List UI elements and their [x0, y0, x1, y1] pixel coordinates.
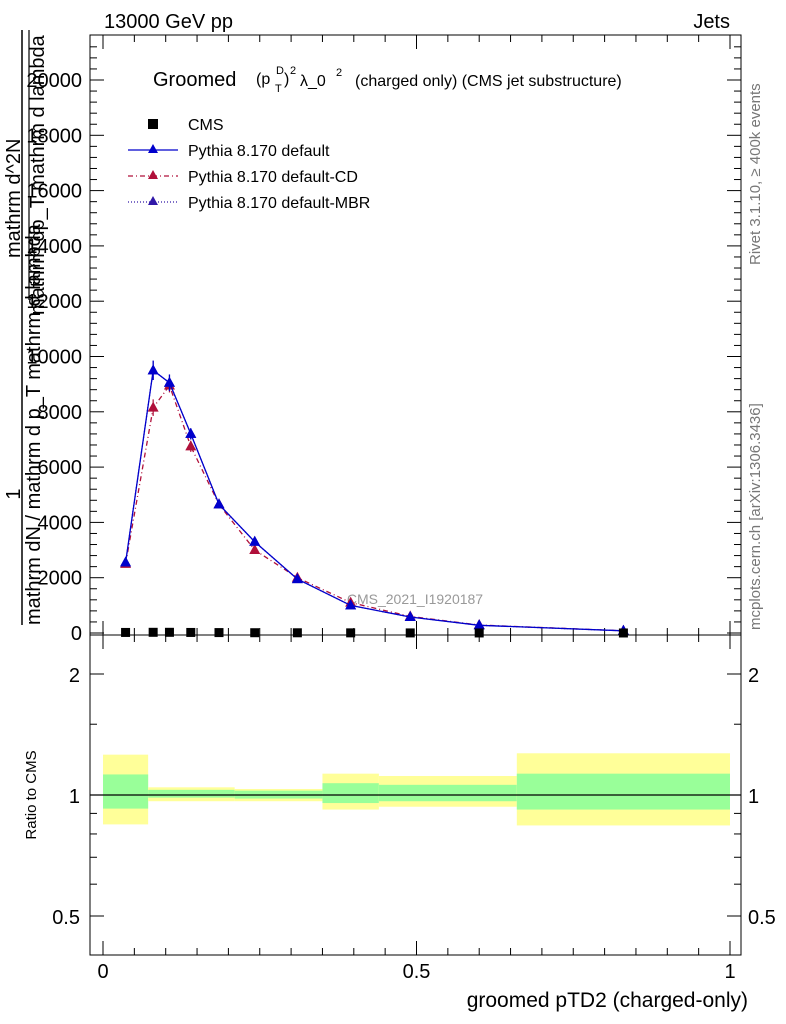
ratio-y-tick-label-right: 1: [748, 786, 759, 808]
x-axis-label: groomed pTD2 (charged-only): [467, 989, 748, 1012]
main-y-tick-label: 14000: [26, 236, 82, 258]
main-y-tick-label: 2000: [38, 568, 83, 590]
main-y-tick-label: 12000: [26, 291, 82, 313]
cms-data-point: [148, 627, 158, 637]
main-y-ticks: 0 2000 4000 6000 8000 10000 12000 14000 16000 180…: [26, 46, 741, 645]
ratio-y-tick-label-right: 0.5: [748, 907, 776, 929]
cms-data-point: [292, 628, 302, 638]
rivet-label: Rivet 3.1.10, ≥ 400k events: [747, 83, 764, 265]
title-pt-close: ): [284, 71, 289, 88]
title-lambda: λ_0: [300, 73, 326, 90]
ratio-band-inner: [516, 773, 730, 810]
ratio-y-tick-label-left: 1: [69, 786, 80, 808]
ratio-band-inner: [378, 784, 517, 802]
cms-data-point: [346, 628, 356, 638]
pythia-8-170-default-marker: [473, 619, 485, 630]
ratio-panel: 0.5 0.51 12 2 0 0.5 1 Ratio to CMS groomed pT…: [23, 634, 776, 1012]
pythia-8-170-default-cd-marker: [249, 544, 261, 555]
x-tick-label: 0: [97, 961, 108, 983]
legend-mbr: Pythia 8.170 default-MBR: [188, 195, 370, 212]
main-y-tick-label: 20000: [26, 70, 82, 92]
legend: CMS Pythia 8.170 default Pythia 8.170 de…: [128, 117, 370, 212]
pythia-8-170-default-marker: [213, 498, 225, 509]
ratio-band-inner: [322, 783, 379, 804]
title-pt-sub: T: [275, 83, 282, 95]
cms-data-point: [164, 627, 174, 637]
main-y-tick-label: 18000: [26, 125, 82, 147]
ylabel-one: 1: [3, 488, 25, 499]
ratio-y-tick-label-left: 2: [69, 665, 80, 687]
main-y-tick-label: 10000: [26, 347, 82, 369]
title-pt-sup: D: [276, 65, 284, 77]
title-pt-open: (p: [256, 71, 270, 88]
pythia-8-170-default-marker: [249, 535, 261, 546]
x-tick-label: 0.5: [403, 961, 431, 983]
pythia-8-170-default-cd-marker: [185, 440, 197, 451]
x-tick-label: 1: [724, 961, 735, 983]
mcplots-label: mcplots.cern.ch [arXiv:1306.3436]: [747, 403, 764, 630]
title-groomed: Groomed: [153, 69, 236, 91]
main-y-tick-label: 4000: [38, 512, 83, 534]
ratio-x-ticks: 0 0.5 1: [97, 635, 736, 983]
pythia-8-170-default-cd-marker: [147, 401, 159, 412]
main-y-tick-label: 0: [71, 623, 82, 645]
cms-data-point: [214, 628, 224, 638]
legend-marker-mbr: [148, 196, 158, 205]
plot-title: Groomed (p D T ) 2 λ_0 2 (charged only) …: [153, 65, 622, 95]
legend-cms: CMS: [188, 117, 224, 134]
main-series: [120, 360, 629, 638]
header-jets: Jets: [693, 11, 730, 33]
cms-data-point: [618, 628, 628, 638]
legend-marker-cms: [148, 119, 158, 129]
legend-default: Pythia 8.170 default: [188, 143, 330, 160]
pythia-8-170-default-marker: [147, 364, 159, 375]
title-description: (charged only) (CMS jet substructure): [355, 73, 622, 90]
analysis-watermark: CMS_2021_I1920187: [347, 591, 483, 607]
ylabel-numerator: mathrm d^2N: [3, 139, 25, 258]
cms-data-point: [405, 628, 415, 638]
header-energy: 13000 GeV pp: [104, 11, 233, 33]
ratio-y-tick-label-right: 2: [748, 665, 759, 687]
cms-data-point: [121, 627, 131, 637]
pythia-8-170-default-marker: [345, 599, 357, 610]
cms-data-point: [186, 627, 196, 637]
main-y-tick-label: 16000: [26, 181, 82, 203]
pythia-8-170-default-marker: [163, 376, 175, 387]
main-panel: 0 2000 4000 6000 8000 10000 12000 14000 16000 180…: [26, 34, 742, 645]
main-y-tick-label: 8000: [38, 402, 83, 424]
pythia-8-170-default-marker: [404, 610, 416, 621]
cms-data-point: [474, 628, 484, 638]
ylabel-denominator: mathrm dN / mathrm d p_T mathrm d lambda: [23, 223, 45, 625]
ratio-band-inner: [103, 774, 149, 809]
legend-marker-cd: [148, 170, 158, 179]
ratio-bands: [103, 753, 730, 826]
cms-data-point: [250, 628, 260, 638]
main-y-tick-label: 6000: [38, 457, 83, 479]
title-pt-square: 2: [290, 65, 296, 77]
main-ylabel: 1 mathrm dN / mathrm d p_T mathrm d lamb…: [3, 30, 49, 625]
ratio-y-ticks: 0.5 0.5 1 1 2 2: [52, 665, 776, 929]
ylabel-inner-denominator: mathrm dp_T mathrm d lambda: [27, 34, 49, 315]
legend-cd: Pythia 8.170 default-CD: [188, 169, 358, 186]
ratio-ylabel: Ratio to CMS: [23, 750, 40, 839]
ratio-y-tick-label-left: 0.5: [52, 907, 80, 929]
legend-marker-default: [148, 144, 158, 153]
pythia-8-170-default-marker: [120, 556, 132, 567]
ratio-band-inner: [148, 789, 235, 798]
title-lambda-sup: 2: [336, 67, 342, 79]
pythia-8-170-default-marker: [185, 427, 197, 438]
pythia-8-170-default-marker: [291, 573, 303, 584]
